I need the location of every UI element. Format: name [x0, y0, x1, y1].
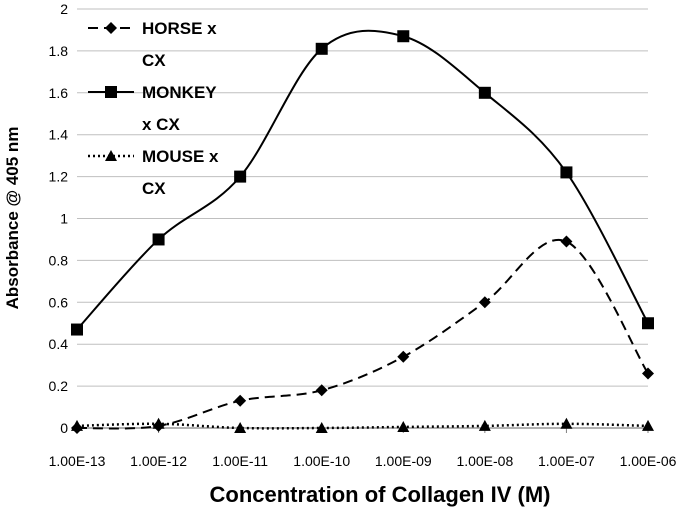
- data-point: [560, 417, 573, 429]
- legend: HORSE x CX MONKEY x CX MOUSE x CX: [88, 19, 219, 198]
- y-tick-label: 1: [60, 211, 68, 227]
- y-tick-label: 1.6: [49, 85, 69, 101]
- data-point: [642, 367, 654, 380]
- x-axis-title: Concentration of Collagen IV (M): [210, 482, 551, 507]
- y-tick-label: 0.6: [49, 294, 69, 310]
- data-point: [234, 170, 247, 183]
- series-line: [76, 238, 649, 430]
- legend-label: HORSE x: [142, 19, 217, 38]
- y-tick-label: 0.8: [49, 252, 69, 268]
- legend-entry: MOUSE x CX: [88, 147, 219, 198]
- legend-marker: [105, 22, 117, 34]
- data-point: [71, 323, 83, 336]
- series-line: [76, 422, 649, 430]
- y-tick-label: 2: [60, 1, 68, 17]
- x-tick-label: 1.00E-10: [293, 453, 350, 469]
- axes: 0 0.2 0.4 0.6 0.8 1 1.2 1.4 1.6 1.8 2 1.00E-13 1.00E…: [49, 1, 677, 469]
- data-point: [397, 420, 410, 432]
- x-tick-label: 1.00E-13: [49, 453, 106, 469]
- data-point: [152, 417, 165, 429]
- y-tick-label: 0.4: [49, 336, 69, 352]
- series: [71, 29, 654, 434]
- legend-label: MONKEY: [142, 83, 217, 102]
- data-point: [642, 419, 654, 431]
- data-point: [152, 233, 165, 246]
- legend-label: x CX: [142, 115, 180, 134]
- data-point: [478, 296, 491, 309]
- legend-label: MOUSE x: [142, 147, 219, 166]
- data-point: [71, 419, 83, 431]
- data-point: [234, 422, 247, 433]
- data-point: [560, 166, 573, 179]
- data-point: [315, 384, 328, 397]
- x-tick-label: 1.00E-09: [375, 453, 432, 469]
- legend-marker: [105, 86, 117, 98]
- x-tick-label: 1.00E-12: [130, 453, 187, 469]
- data-point: [234, 394, 247, 407]
- x-tick-label: 1.00E-08: [456, 453, 513, 469]
- data-point: [642, 317, 654, 330]
- data-point: [315, 42, 328, 55]
- gridlines: [77, 8, 648, 387]
- legend-entry: MONKEY x CX: [88, 83, 217, 134]
- x-tick-label: 1.00E-11: [212, 453, 268, 469]
- y-tick-label: 0: [60, 420, 68, 436]
- data-point: [478, 86, 491, 99]
- y-tick-label: 1.4: [49, 127, 69, 143]
- legend-entry: HORSE x CX: [88, 19, 217, 70]
- series-triangle: [71, 417, 654, 433]
- y-tick-label: 0.2: [49, 378, 69, 394]
- data-point: [478, 419, 491, 431]
- legend-marker: [105, 150, 117, 161]
- data-point: [315, 422, 328, 433]
- x-tick-label: 1.00E-06: [620, 453, 677, 469]
- y-tick-label: 1.2: [49, 169, 69, 185]
- series-square: [71, 29, 654, 336]
- data-point: [397, 350, 410, 363]
- series-diamond: [71, 235, 654, 434]
- data-point: [397, 30, 410, 43]
- y-tick-label: 1.8: [49, 43, 69, 59]
- data-point: [560, 235, 573, 248]
- legend-label: CX: [142, 51, 166, 70]
- legend-label: CX: [142, 179, 166, 198]
- x-tick-label: 1.00E-07: [538, 453, 595, 469]
- y-axis-title: Absorbance @ 405 nm: [3, 127, 22, 310]
